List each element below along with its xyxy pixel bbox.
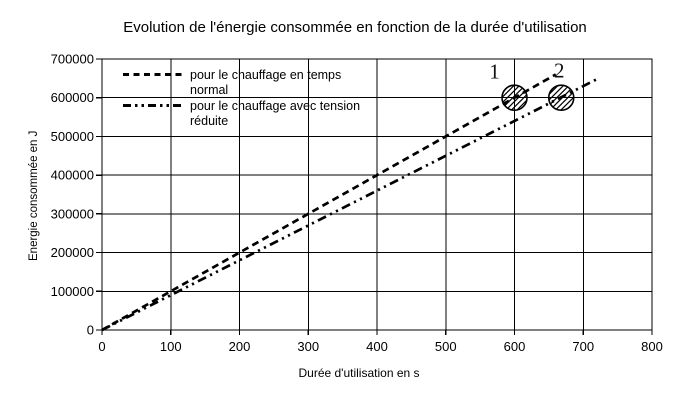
- legend-label: pour le chauffage avec tension réduite: [190, 99, 360, 128]
- x-axis-tick-label: 700: [572, 339, 594, 354]
- x-axis-tick-label: 500: [435, 339, 457, 354]
- legend-label-line2: normal: [190, 82, 229, 97]
- x-axis-tick-label: 0: [98, 339, 105, 354]
- annotation-circle: [501, 84, 528, 112]
- y-axis-tick-label: 400000: [51, 168, 94, 183]
- y-axis-label: Energie consommée en J: [28, 130, 40, 261]
- x-axis-tick-label: 300: [297, 339, 319, 354]
- annotation-label: 2: [554, 59, 565, 83]
- annotation-2: 2: [547, 59, 575, 112]
- x-axis-tick-label: 400: [366, 339, 388, 354]
- legend-label-line2: réduite: [190, 113, 229, 128]
- y-axis-tick-label: 700000: [51, 52, 94, 67]
- x-axis-label: Durée d'utilisation en s: [298, 366, 420, 380]
- y-axis-tick-label: 100000: [51, 284, 94, 299]
- legend-item-normal: pour le chauffage en temps normal: [123, 68, 360, 97]
- y-axis-tick-label: 600000: [51, 90, 94, 105]
- series-line-0: [101, 73, 557, 332]
- x-axis-tick-label: 200: [229, 339, 251, 354]
- legend-label-line1: pour le chauffage avec tension: [190, 99, 361, 113]
- legend-item-reduite: pour le chauffage avec tension réduite: [123, 99, 360, 128]
- legend-line-sample-dash-dot-dot: [123, 104, 185, 107]
- legend-label-line1: pour le chauffage en temps: [190, 68, 342, 82]
- annotation-1: 1: [489, 60, 528, 112]
- x-axis-tick-label: 800: [641, 339, 663, 354]
- annotation-circle: [547, 84, 575, 112]
- series-line-1: [101, 77, 598, 332]
- y-axis-tick-label: 0: [87, 323, 94, 338]
- y-axis-tick-label: 300000: [51, 206, 94, 221]
- x-axis-tick-label: 600: [504, 339, 526, 354]
- x-axis-tick-label: 100: [160, 339, 182, 354]
- legend: pour le chauffage en temps normal pour l…: [123, 68, 360, 130]
- y-axis-tick-label: 500000: [51, 129, 94, 144]
- annotation-label: 1: [489, 60, 500, 84]
- legend-label: pour le chauffage en temps normal: [190, 68, 341, 97]
- y-axis-tick-label: 200000: [51, 245, 94, 260]
- legend-line-sample-dashed: [123, 73, 185, 76]
- chart-title: Evolution de l'énergie consommée en fonc…: [123, 19, 587, 36]
